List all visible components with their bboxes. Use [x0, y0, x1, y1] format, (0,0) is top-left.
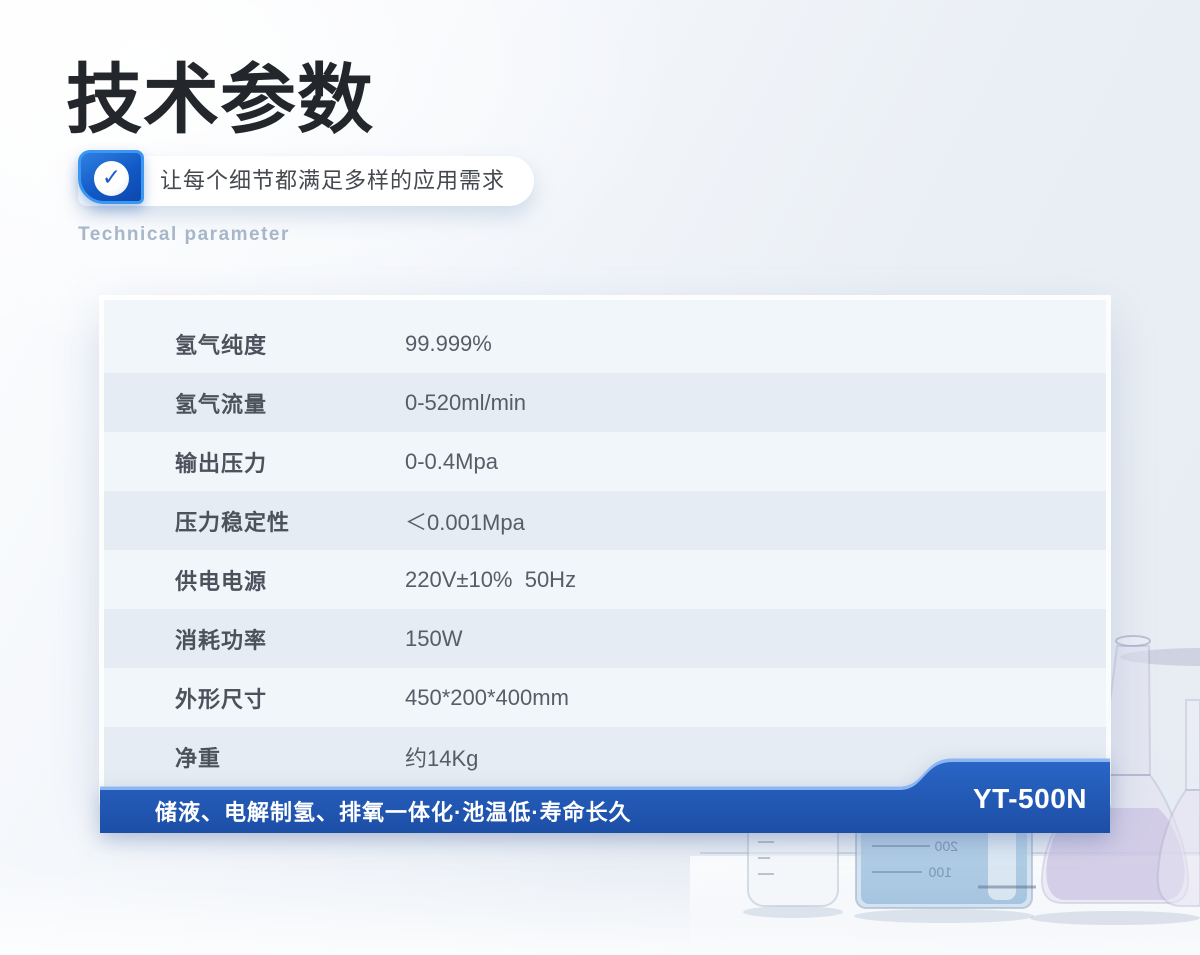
- feature-badge-pill: 让每个细节都满足多样的应用需求: [78, 156, 534, 206]
- spec-row: 氢气流量 0-520ml/min: [104, 373, 1106, 432]
- feature-badge-label: 让每个细节都满足多样的应用需求: [160, 168, 506, 193]
- spec-label: 外形尺寸: [175, 686, 268, 712]
- spec-table-card: 氢气纯度 99.999% 氢气流量 0-520ml/min 输出压力 0-0.4…: [104, 300, 1106, 800]
- spec-value: ＜0.001Mpa: [405, 509, 525, 535]
- spec-value: 150W: [405, 625, 463, 651]
- flask-partial-right: [1156, 699, 1200, 907]
- spec-row: 氢气纯度 99.999%: [104, 314, 1106, 373]
- spec-value: 99.999%: [405, 330, 492, 356]
- page-title: 技术参数: [66, 59, 374, 143]
- check-badge: ✓: [78, 150, 144, 204]
- spec-value: 0-520ml/min: [405, 389, 527, 415]
- check-icon: ✓: [94, 161, 129, 196]
- spec-label: 消耗功率: [175, 627, 268, 653]
- spec-row: 压力稳定性 ＜0.001Mpa: [104, 491, 1106, 550]
- spec-value: 450*200*400mm: [405, 684, 569, 710]
- spec-label: 输出压力: [175, 450, 268, 476]
- spec-value: 0-0.4Mpa: [405, 448, 498, 474]
- spec-row: 输出压力 0-0.4Mpa: [104, 432, 1106, 491]
- spec-value: 220V±10% 50Hz: [405, 566, 577, 592]
- spec-label: 氢气流量: [175, 391, 268, 417]
- footer-features-text: 储液、电解制氢、排氧一体化·池温低·寿命长久: [155, 800, 632, 825]
- spec-row: 供电电源 220V±10% 50Hz: [104, 550, 1106, 609]
- svg-text:100: 100: [928, 864, 952, 880]
- model-number-label: YT-500N: [973, 783, 1087, 814]
- spec-row: 消耗功率 150W: [104, 609, 1106, 668]
- spec-label: 压力稳定性: [175, 509, 291, 535]
- subtitle-english: Technical parameter: [78, 224, 290, 245]
- spec-label: 供电电源: [175, 568, 268, 594]
- svg-text:200: 200: [934, 838, 958, 854]
- spec-label: 氢气纯度: [175, 332, 268, 358]
- spec-row: 外形尺寸 450*200*400mm: [104, 668, 1106, 727]
